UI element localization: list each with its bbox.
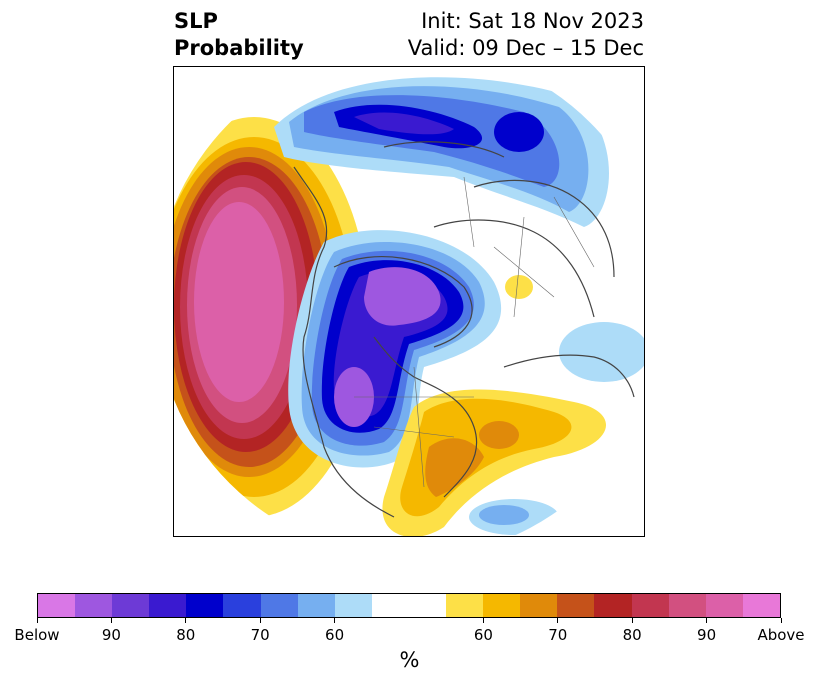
colorbar-below-segment-5 (223, 594, 261, 617)
colorbar-tick-label: 60 (473, 626, 493, 644)
colorbar-tickmark (780, 618, 782, 623)
colorbar-above-segment-8 (742, 594, 780, 617)
colorbar-above-segment-4 (594, 594, 632, 617)
chart-title: SLP Probability (174, 8, 304, 62)
colorbar-tickmark (706, 618, 708, 623)
anomaly-eastern-us (382, 389, 606, 536)
colorbar-tick-label: 90 (101, 626, 121, 644)
colorbar-above-segment-5 (631, 594, 669, 617)
colorbar-below-segment-3 (149, 594, 187, 617)
colorbar-tickmark (110, 618, 112, 623)
colorbar-below-segment-4 (186, 594, 224, 617)
country-borders (354, 176, 595, 488)
colorbar-above-segment-1 (483, 594, 521, 617)
colorbar-tick-label: 70 (250, 626, 270, 644)
coastlines (293, 141, 635, 518)
colorbar-below-segment-1 (75, 594, 113, 617)
colorbar (37, 593, 781, 618)
title-variable: SLP (174, 9, 218, 33)
colorbar-tickmark (557, 618, 559, 623)
map-svg (174, 77, 644, 536)
unit-label: % (399, 648, 420, 672)
anomaly-canada-west-us (288, 230, 502, 468)
colorbar-tickmark (36, 618, 38, 623)
colorbar-tickmark (482, 618, 484, 623)
colorbar-tick-label: Below (14, 626, 60, 644)
colorbar-below-segment-7 (297, 594, 335, 617)
colorbar-tick-label: 80 (176, 626, 196, 644)
colorbar-tick-label: Above (757, 626, 805, 644)
title-quantity: Probability (174, 36, 304, 60)
colorbar-tick-label: 70 (548, 626, 568, 644)
colorbar-tickmark (631, 618, 633, 623)
colorbar-tick-label: 80 (622, 626, 642, 644)
colorbar-below-segment-6 (260, 594, 298, 617)
colorbar-below-segment-2 (112, 594, 150, 617)
colorbar-above-segment-6 (668, 594, 706, 617)
anomaly-eurasia (274, 77, 609, 227)
anomaly-mediterranean (505, 275, 533, 299)
colorbar-tick-label: 90 (697, 626, 717, 644)
colorbar-above-segment-7 (705, 594, 743, 617)
colorbar-tickmark (334, 618, 336, 623)
valid-range: Valid: 09 Dec – 15 Dec (407, 36, 644, 60)
colorbar-above-segment-0 (446, 594, 484, 617)
chart-dates: Init: Sat 18 Nov 2023 Valid: 09 Dec – 15… (330, 8, 644, 62)
init-date: Init: Sat 18 Nov 2023 (421, 9, 644, 33)
colorbar-tickmark (185, 618, 187, 623)
colorbar-above-segment-2 (520, 594, 558, 617)
anomaly-northwest-africa (559, 322, 644, 382)
colorbar-tickmark (259, 618, 261, 623)
colorbar-tick-label: 60 (325, 626, 345, 644)
colorbar-below-segment-0 (38, 594, 76, 617)
colorbar-above-segment-3 (557, 594, 595, 617)
colorbar-neutral-segment (371, 594, 447, 617)
probability-map (173, 66, 645, 537)
colorbar-below-segment-8 (334, 594, 372, 617)
